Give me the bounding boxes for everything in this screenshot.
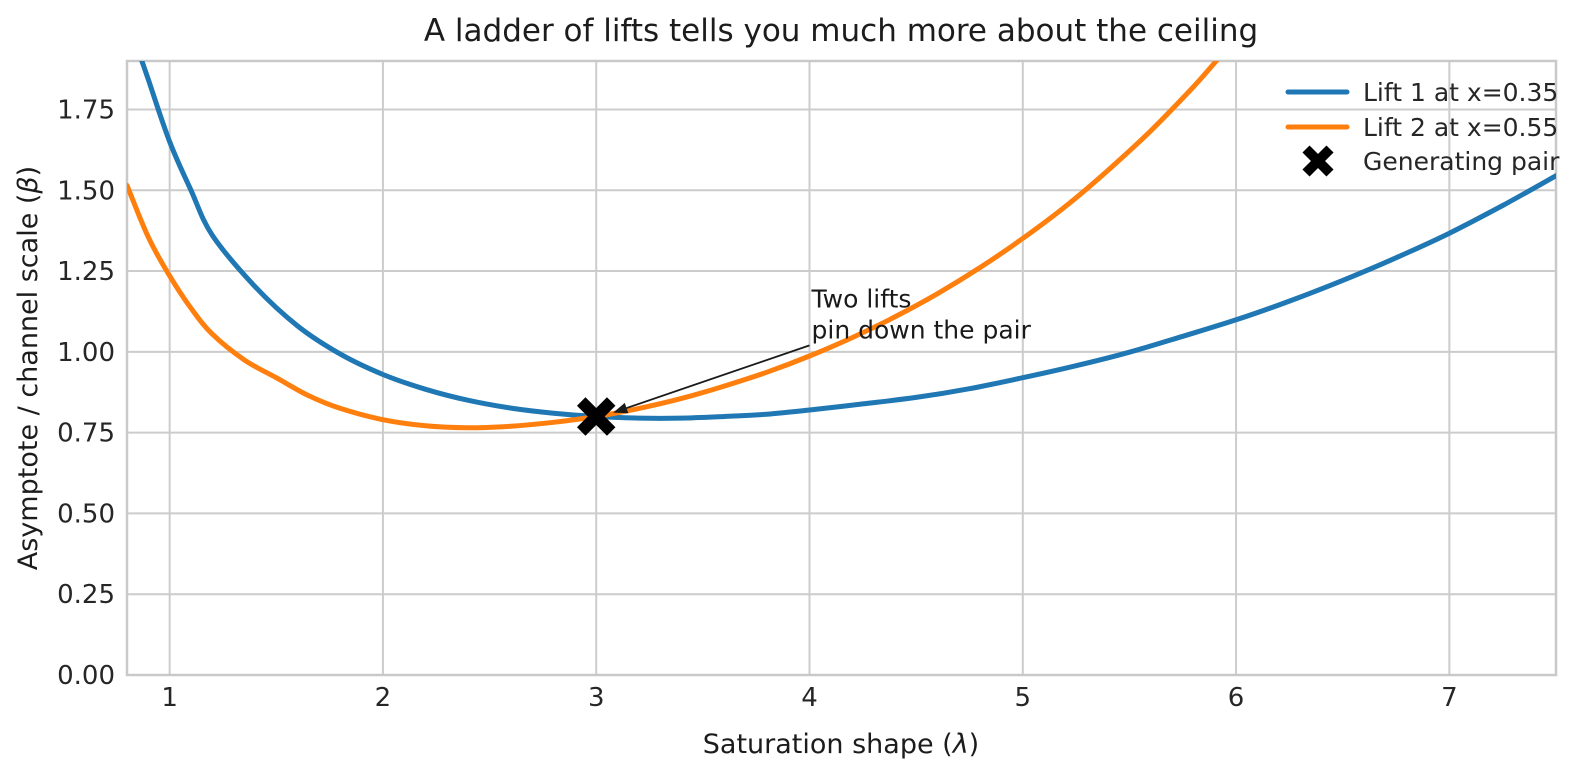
grid	[127, 61, 1556, 675]
x-tick-label: 3	[588, 683, 605, 713]
x-tick-label: 4	[801, 683, 818, 713]
legend: Lift 1 at x=0.35 Lift 2 at x=0.55 Generati…	[1285, 78, 1560, 177]
arrow-head	[613, 402, 629, 414]
annotation-line-2: pin down the pair	[812, 315, 1032, 344]
chart-title: A ladder of lifts tells you much more ab…	[424, 13, 1258, 49]
y-tick-label: 1.50	[57, 176, 115, 206]
legend-label: Lift 1 at x=0.35	[1363, 78, 1558, 107]
lift1-curve	[139, 61, 1556, 421]
plot-border	[125, 59, 1558, 677]
x-tick-label: 2	[375, 683, 392, 713]
y-tick-labels: 0.00 0.25 0.50 0.75 1.00 1.25 1.50 1.75	[57, 95, 115, 691]
generating-pair-x-icon	[576, 397, 616, 436]
generating-pair-marker	[576, 397, 616, 436]
y-tick-label: 1.75	[57, 95, 115, 125]
y-tick-label: 0.25	[57, 580, 115, 610]
x-tick-label: 6	[1228, 683, 1245, 713]
x-axis-label: Saturation shape (λ)	[703, 729, 979, 760]
y-tick-label: 1.00	[57, 338, 115, 368]
y-tick-label: 0.75	[57, 419, 115, 449]
x-tick-label: 7	[1441, 683, 1458, 713]
legend-x-marker-icon	[1302, 145, 1334, 177]
x-tick-label: 5	[1015, 683, 1032, 713]
legend-label: Lift 2 at x=0.55	[1363, 113, 1558, 142]
arrow-line	[626, 344, 810, 409]
annotation-arrow	[613, 344, 810, 414]
y-tick-label: 0.50	[57, 499, 115, 529]
y-axis-label: Asymptote / channel scale (β)	[13, 166, 44, 570]
legend-label: Generating pair	[1363, 147, 1560, 176]
y-tick-label: 1.25	[57, 257, 115, 287]
x-tick-label: 1	[161, 683, 178, 713]
annotation-line-1: Two lifts	[811, 284, 912, 313]
x-tick-labels: 1 2 3 4 5 6 7	[161, 683, 1457, 713]
y-tick-label: 0.00	[57, 661, 115, 691]
